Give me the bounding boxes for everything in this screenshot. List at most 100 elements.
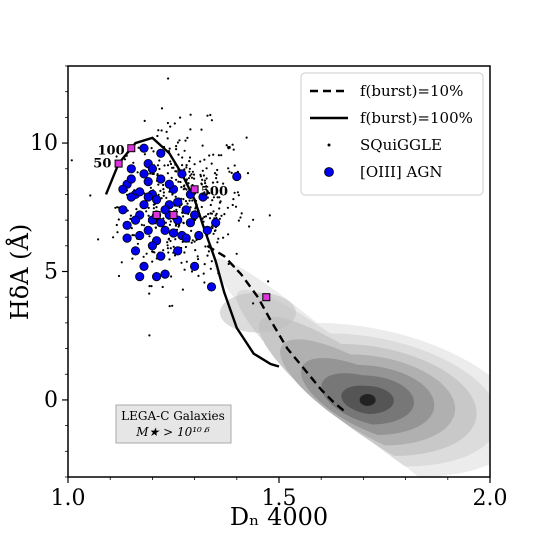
- agn-point: [143, 177, 153, 187]
- squiggle-dot: [174, 170, 177, 173]
- squiggle-dot: [112, 236, 115, 239]
- agn-point: [156, 218, 166, 228]
- x-tick-label: 2.0: [473, 486, 508, 511]
- agn-point: [232, 171, 242, 182]
- agn-point: [190, 210, 200, 220]
- lega-c-text-box: LEGA-C Galaxies M★ > 10¹⁰ᐧ⁶: [115, 404, 232, 444]
- squiggle-dot: [186, 136, 189, 139]
- squiggle-dot: [183, 251, 186, 254]
- squiggle-dot: [165, 196, 168, 199]
- squiggle-dot: [171, 193, 174, 196]
- squiggle-dot: [157, 129, 160, 132]
- agn-point: [181, 233, 191, 243]
- squiggle-dot: [120, 261, 123, 264]
- x-tick-label: 1.0: [51, 486, 86, 511]
- squiggle-dot: [155, 206, 158, 209]
- squiggle-dot: [151, 260, 154, 263]
- squiggle-dot: [204, 182, 207, 185]
- squiggle-dot: [218, 207, 221, 210]
- squiggle-dot: [189, 128, 192, 131]
- squiggle-dot: [159, 189, 162, 192]
- squiggle-dot: [193, 163, 196, 166]
- squiggle-dot: [131, 257, 134, 260]
- squiggle-dot: [197, 258, 200, 261]
- squiggle-dot: [225, 144, 228, 147]
- squiggle-dot: [163, 164, 166, 167]
- text-box-background: [115, 404, 232, 444]
- squiggle-dot: [166, 247, 169, 250]
- squiggle-dot: [211, 199, 214, 202]
- agn-point: [160, 269, 170, 279]
- agn-point: [202, 225, 212, 235]
- squiggle-dot: [150, 147, 153, 150]
- squiggle-dot: [203, 215, 206, 218]
- squiggle-dot: [117, 218, 120, 221]
- squiggle-dot: [177, 180, 180, 183]
- agn-point: [147, 241, 157, 251]
- squiggle-dot: [201, 144, 204, 147]
- squiggle-dot: [166, 244, 169, 247]
- agn-point: [126, 192, 136, 202]
- squiggle-dot: [228, 170, 231, 173]
- squiggle-dot: [175, 148, 178, 151]
- squiggle-dot: [211, 226, 214, 230]
- squiggle-dot: [203, 263, 206, 266]
- y-tick-label: 5: [44, 260, 58, 285]
- squiggle-dot: [167, 251, 170, 254]
- squiggle-dot: [162, 191, 165, 194]
- squiggle-dot: [135, 208, 138, 211]
- squiggle-dot: [216, 168, 219, 172]
- agn-point: [135, 230, 145, 241]
- squiggle-dot: [169, 125, 172, 128]
- squiggle-dot: [168, 305, 171, 308]
- squiggle-dot: [152, 207, 155, 210]
- squiggle-dot: [215, 212, 218, 215]
- squiggle-dot: [115, 155, 118, 158]
- squiggle-dot: [205, 177, 208, 180]
- squiggle-dot: [172, 245, 175, 248]
- agn-point: [173, 197, 183, 207]
- burst-100-line: [104, 136, 280, 368]
- squiggle-dot: [188, 156, 192, 159]
- legend-dot-swatch: [327, 143, 331, 147]
- squiggle-dot: [190, 229, 193, 232]
- squiggle-dot: [185, 260, 188, 263]
- squiggle-dot: [205, 167, 208, 170]
- agn-point: [181, 205, 191, 215]
- squiggle-dot: [173, 122, 176, 125]
- squiggle-dot: [188, 170, 191, 173]
- squiggle-dot: [170, 176, 173, 179]
- squiggle-dot: [184, 245, 187, 249]
- squiggle-dot: [136, 171, 139, 174]
- squiggle-dot: [190, 176, 194, 179]
- text-box-line1: LEGA-C Galaxies: [121, 409, 225, 423]
- squiggle-dot: [132, 234, 136, 237]
- y-tick-label: 10: [30, 131, 58, 156]
- squiggle-dot: [166, 137, 169, 140]
- agn-point: [130, 215, 141, 225]
- squiggle-dot: [233, 191, 236, 194]
- agn-point: [156, 174, 166, 184]
- squiggle-dot: [184, 200, 188, 203]
- squiggle-dot: [182, 215, 185, 218]
- squiggle-dot: [116, 206, 119, 209]
- squiggle-dot: [216, 196, 219, 199]
- squiggle-dot: [175, 178, 178, 181]
- squiggle-dot: [148, 334, 151, 337]
- axis-ticks: 1.0 1.5 2.0 0 5 10: [30, 65, 508, 511]
- squiggle-dot: [227, 146, 230, 149]
- squiggle-dot: [194, 249, 197, 252]
- age-marker: [262, 293, 271, 302]
- squiggle-dot: [267, 280, 270, 283]
- squiggle-dot: [185, 178, 188, 181]
- legend-label: SQuiGGLE: [360, 136, 442, 154]
- squiggle-dot: [130, 227, 133, 230]
- squiggle-dot: [187, 177, 190, 180]
- x-tick-label: 1.5: [262, 486, 297, 511]
- squiggle-dot: [205, 188, 208, 191]
- squiggle-dot: [201, 178, 204, 181]
- squiggle-dot: [123, 158, 127, 161]
- squiggle-dot: [136, 242, 139, 245]
- agn-point: [118, 184, 128, 194]
